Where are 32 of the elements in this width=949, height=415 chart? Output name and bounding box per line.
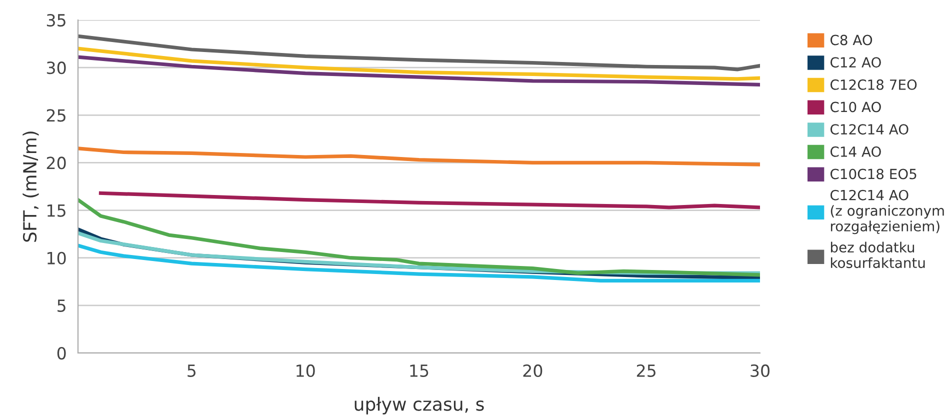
legend-label: C12C14 AO (z ograniczonym rozgałęzieniem) bbox=[830, 190, 944, 234]
y-tick-label: 0 bbox=[57, 346, 66, 360]
y-tick-label: 35 bbox=[46, 14, 66, 27]
line-series bbox=[78, 46, 760, 81]
line-series bbox=[98, 191, 760, 210]
line-series bbox=[78, 146, 760, 166]
legend-label: C12C18 7EO bbox=[830, 79, 917, 90]
legend-label: C10 AO bbox=[830, 102, 881, 112]
legend-label: bez dodatku kosurfaktantu bbox=[830, 242, 925, 268]
line-series bbox=[78, 34, 760, 72]
x-tick-label: 25 bbox=[636, 364, 656, 378]
line-series bbox=[78, 198, 760, 277]
line-series bbox=[78, 244, 760, 282]
y-tick-label: 20 bbox=[46, 156, 66, 170]
y-axis-title: SFT, (mN/m) bbox=[22, 132, 39, 242]
y-tick-label: 15 bbox=[48, 204, 66, 217]
x-axis-title: upływ czasu, s bbox=[354, 396, 484, 414]
line-series bbox=[78, 55, 760, 86]
legend-label: C12 AO bbox=[830, 57, 881, 68]
x-tick-label: 20 bbox=[523, 364, 542, 378]
x-tick-label: 5 bbox=[188, 364, 196, 378]
legend-label: C14 AO bbox=[830, 146, 881, 157]
x-tick-label: 15 bbox=[410, 364, 428, 378]
legend-label: C10C18 EO5 bbox=[830, 168, 916, 180]
y-tick-label: 10 bbox=[48, 252, 66, 264]
y-tick-label: 25 bbox=[46, 109, 66, 122]
legend-label: C8 AO bbox=[830, 34, 872, 46]
legend-label: C12C14 AO bbox=[830, 124, 908, 135]
x-tick-label: 30 bbox=[750, 364, 770, 378]
y-tick-label: 30 bbox=[46, 62, 66, 74]
x-tick-label: 10 bbox=[296, 364, 315, 378]
y-tick-label: 5 bbox=[58, 300, 66, 312]
